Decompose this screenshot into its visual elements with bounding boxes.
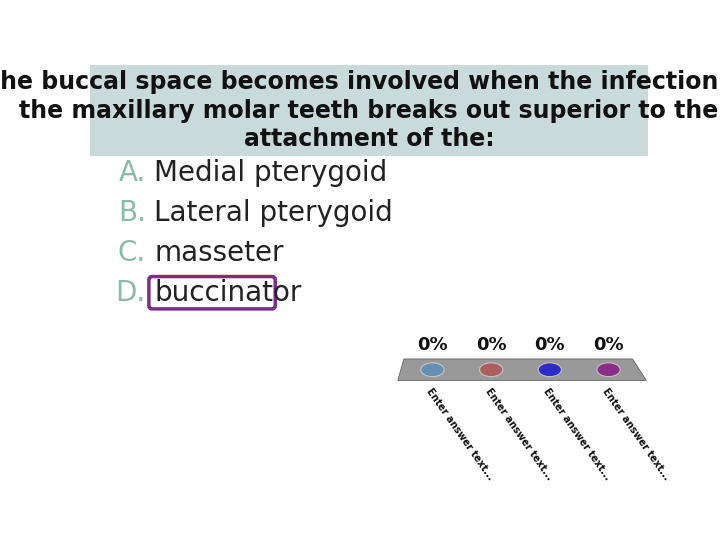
Text: Medial pterygoid: Medial pterygoid <box>154 159 387 187</box>
Polygon shape <box>397 359 647 381</box>
Text: 0%: 0% <box>593 336 624 354</box>
Text: Enter answer text...: Enter answer text... <box>541 387 613 482</box>
Text: Enter answer text...: Enter answer text... <box>600 387 672 482</box>
Bar <box>90 65 648 156</box>
FancyBboxPatch shape <box>149 276 275 309</box>
Text: masseter: masseter <box>154 239 284 267</box>
Ellipse shape <box>539 363 562 377</box>
Ellipse shape <box>597 363 620 377</box>
Text: 0%: 0% <box>534 336 565 354</box>
Text: attachment of the:: attachment of the: <box>243 127 495 152</box>
Text: C.: C. <box>117 239 145 267</box>
Text: Enter answer text...: Enter answer text... <box>424 387 495 482</box>
Text: the maxillary molar teeth breaks out superior to the: the maxillary molar teeth breaks out sup… <box>19 99 719 123</box>
Text: 0%: 0% <box>417 336 448 354</box>
Text: buccinator: buccinator <box>154 279 302 307</box>
Text: The buccal space becomes involved when the infection of: The buccal space becomes involved when t… <box>0 70 720 94</box>
Text: B.: B. <box>118 199 145 227</box>
Text: Lateral pterygoid: Lateral pterygoid <box>154 199 393 227</box>
Ellipse shape <box>420 363 444 377</box>
Text: A.: A. <box>118 159 145 187</box>
Ellipse shape <box>480 363 503 377</box>
Text: D.: D. <box>115 279 145 307</box>
Text: Enter answer text...: Enter answer text... <box>483 387 554 482</box>
Text: 0%: 0% <box>476 336 506 354</box>
